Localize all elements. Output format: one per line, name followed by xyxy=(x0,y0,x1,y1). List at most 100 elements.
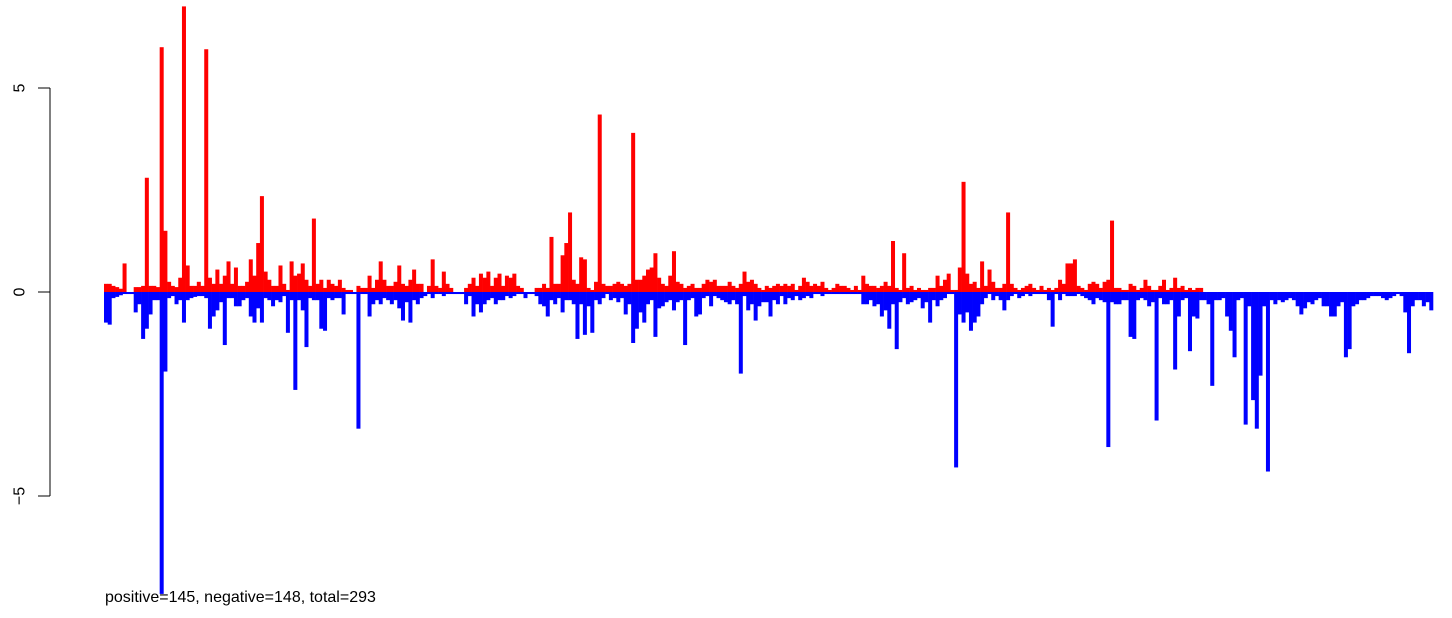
negative-bar xyxy=(1162,292,1167,305)
positive-bar xyxy=(657,277,662,292)
negative-bar xyxy=(942,292,947,299)
negative-bar xyxy=(107,292,112,325)
negative-bar xyxy=(590,292,595,333)
negative-bar xyxy=(530,292,535,295)
negative-bar xyxy=(1013,292,1018,295)
negative-bar xyxy=(263,292,268,299)
positive-bar xyxy=(801,277,806,292)
negative-bar xyxy=(582,292,587,335)
negative-bar xyxy=(1199,292,1204,301)
positive-bar xyxy=(1046,287,1051,292)
negative-bar xyxy=(330,292,335,301)
negative-bar xyxy=(126,292,131,295)
negative-bar xyxy=(1310,292,1315,305)
negative-bar xyxy=(983,292,988,299)
positive-bar xyxy=(1117,287,1122,292)
negative-bar xyxy=(1165,292,1170,305)
negative-bar xyxy=(356,292,361,429)
negative-bar xyxy=(846,292,851,295)
negative-bar xyxy=(1054,292,1059,295)
positive-bar xyxy=(501,285,506,292)
negative-bar xyxy=(905,292,910,305)
positive-bar xyxy=(1072,259,1077,292)
positive-bar xyxy=(152,285,157,292)
negative-bar xyxy=(1002,292,1007,311)
positive-bar xyxy=(850,289,855,292)
positive-bar xyxy=(148,285,153,292)
negative-bar xyxy=(723,292,728,303)
positive-bar xyxy=(861,275,866,292)
negative-bar xyxy=(200,292,205,297)
negative-bar xyxy=(686,292,691,301)
positive-bar xyxy=(193,285,198,292)
negative-bar xyxy=(419,292,424,299)
positive-bar xyxy=(1098,287,1103,292)
negative-bar xyxy=(742,292,747,297)
negative-bar xyxy=(1009,292,1014,297)
positive-bar xyxy=(1173,277,1178,292)
negative-bar xyxy=(727,292,732,305)
negative-bar xyxy=(1429,292,1434,311)
negative-bar xyxy=(1091,292,1096,305)
negative-bar xyxy=(438,292,443,295)
negative-bar xyxy=(1121,292,1126,301)
positive-bar xyxy=(1154,289,1159,292)
positive-bar xyxy=(497,273,502,292)
positive-bar xyxy=(1009,283,1014,292)
negative-bar xyxy=(516,292,521,295)
positive-bar xyxy=(1054,287,1059,292)
negative-bar xyxy=(850,292,855,295)
positive-bar xyxy=(905,287,910,292)
negative-bar xyxy=(311,292,316,301)
positive-bar xyxy=(1102,281,1107,292)
negative-bar xyxy=(170,292,175,297)
negative-bar xyxy=(653,292,658,337)
negative-bar xyxy=(976,292,981,317)
negative-bar xyxy=(1254,292,1259,429)
negative-bar xyxy=(1206,292,1211,305)
positive-bar xyxy=(1150,289,1155,292)
positive-bar xyxy=(909,285,914,292)
positive-bar xyxy=(490,285,495,292)
negative-bar xyxy=(178,292,183,301)
negative-bar xyxy=(805,292,810,297)
negative-bar xyxy=(857,292,862,295)
positive-bar xyxy=(330,283,335,292)
negative-bar xyxy=(1084,292,1089,299)
negative-bar xyxy=(1414,292,1419,301)
positive-bar xyxy=(1132,285,1137,292)
negative-bar xyxy=(627,292,632,305)
positive-bar xyxy=(716,285,721,292)
positive-bar xyxy=(735,287,740,292)
negative-bar xyxy=(564,292,569,301)
negative-bar xyxy=(835,292,840,295)
negative-bar xyxy=(1410,292,1415,307)
negative-bar xyxy=(827,292,832,295)
negative-bar xyxy=(1403,292,1408,313)
positive-bar xyxy=(289,261,294,292)
positive-bar xyxy=(144,177,149,292)
negative-bar xyxy=(1262,292,1267,307)
negative-bar xyxy=(104,292,109,323)
negative-bar xyxy=(345,292,350,295)
positive-bar xyxy=(1128,283,1133,292)
positive-bar xyxy=(293,275,298,292)
negative-bar xyxy=(523,292,528,299)
negative-bar xyxy=(1314,292,1319,301)
positive-bar xyxy=(1084,289,1089,292)
positive-bar xyxy=(389,285,394,292)
negative-bar xyxy=(259,292,264,323)
positive-bar xyxy=(772,285,777,292)
positive-bar xyxy=(582,259,587,292)
negative-bar xyxy=(705,292,710,297)
negative-bar xyxy=(560,292,565,313)
positive-bar xyxy=(787,285,792,292)
negative-bar xyxy=(916,292,921,299)
negative-bar xyxy=(879,292,884,317)
positive-bar xyxy=(653,253,658,292)
negative-bar xyxy=(1377,292,1382,297)
negative-bar xyxy=(1395,292,1400,295)
negative-bar xyxy=(1180,292,1185,301)
positive-bar xyxy=(207,277,212,292)
positive-bar xyxy=(1058,279,1063,292)
